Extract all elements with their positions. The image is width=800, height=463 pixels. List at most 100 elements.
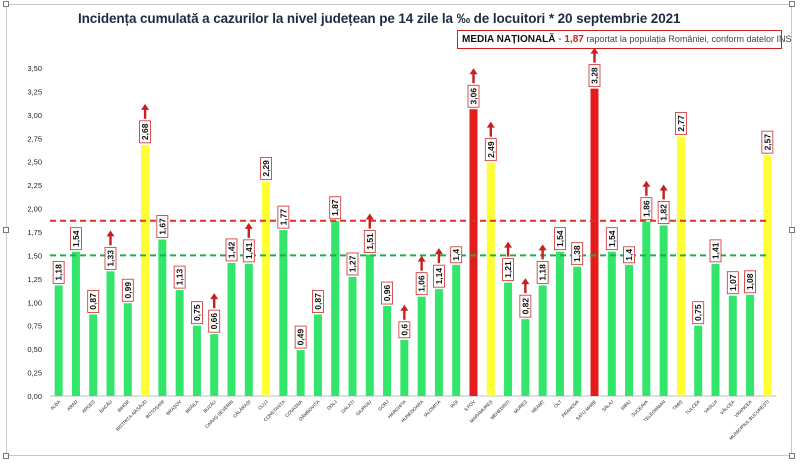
bar-mure- <box>521 319 530 396</box>
increase-arrow-icon <box>417 255 426 271</box>
increase-arrow-icon <box>400 304 409 320</box>
y-tick-label: 2,25 <box>27 181 42 190</box>
data-label: 1,4 <box>451 249 461 261</box>
resize-handle-top-right[interactable] <box>789 1 795 7</box>
data-label-box <box>312 290 324 313</box>
data-label: 1,18 <box>54 264 64 281</box>
data-label: 0,99 <box>123 282 133 299</box>
data-label-box <box>104 246 117 270</box>
category-label: MUREȘ <box>513 399 528 414</box>
data-label: 0,82 <box>520 298 530 315</box>
data-label-group: 0,75 <box>692 301 705 325</box>
data-label-group: 0,66 <box>208 309 221 333</box>
category-label: VASLUI <box>703 399 718 414</box>
data-label: 2,49 <box>486 141 496 158</box>
data-label: 2,29 <box>261 160 271 177</box>
bar-olt <box>555 251 564 396</box>
data-label-box <box>208 309 221 333</box>
arrow-head <box>434 248 443 255</box>
data-label: 1,87 <box>330 199 340 216</box>
resize-handle-bottom-left[interactable] <box>3 453 9 459</box>
data-label-box <box>173 265 186 289</box>
bar-gala-i <box>348 276 357 396</box>
data-label: 1,86 <box>641 200 651 217</box>
arrow-head <box>590 47 599 54</box>
bar-bihor <box>123 303 132 396</box>
bar-c-l-ra-i <box>244 263 253 396</box>
data-label-box <box>121 278 134 302</box>
data-label-group: 1,54 <box>554 227 566 251</box>
data-label-group: 0,96 <box>381 281 393 305</box>
y-tick-label: 0,75 <box>27 322 42 331</box>
data-label-group: 2,77 <box>675 112 687 135</box>
data-label: 3,28 <box>590 67 600 84</box>
arrow-head <box>244 222 253 229</box>
data-label-box <box>398 321 411 339</box>
data-label-group: 1,21 <box>502 258 514 282</box>
bar-maramure- <box>486 162 495 396</box>
resize-handle-left[interactable] <box>3 227 9 233</box>
data-label: 1,14 <box>434 268 444 285</box>
arrow-head <box>417 255 426 262</box>
category-label: DOLJ <box>326 399 338 411</box>
resize-handle-bottom-right[interactable] <box>789 453 795 459</box>
data-label-group: 2,29 <box>260 156 272 180</box>
category-label: SĂLAJ <box>600 398 614 412</box>
data-label-group: 1,41 <box>709 239 722 263</box>
arrow-shaft <box>524 283 527 294</box>
data-label-group: 1,86 <box>640 197 653 221</box>
data-label: 2,68 <box>140 123 150 140</box>
data-label: 1,82 <box>659 204 669 221</box>
arrow-head <box>642 180 651 187</box>
data-label-group: 2,68 <box>139 120 151 144</box>
data-label: 1,67 <box>157 218 167 235</box>
y-tick-label: 1,25 <box>27 275 42 284</box>
y-tick-label: 0,50 <box>27 345 42 354</box>
data-label-box <box>726 271 739 295</box>
data-label-box <box>450 246 463 264</box>
increase-arrow-icon <box>642 180 651 196</box>
bar-suceava <box>642 221 651 396</box>
category-label: CĂLĂRAȘI <box>231 398 251 418</box>
arrow-head <box>538 244 547 251</box>
data-label: 2,57 <box>762 134 772 151</box>
data-label: 1,21 <box>503 261 513 278</box>
national-average-separator: - <box>555 34 565 45</box>
data-label: 0,87 <box>88 293 98 310</box>
arrow-head <box>400 304 409 311</box>
bar-bra-ov <box>175 290 184 396</box>
bar-arge- <box>89 314 98 396</box>
increase-arrow-icon <box>521 278 530 294</box>
arrow-shaft <box>403 309 406 320</box>
data-label-group: 1,51 <box>363 230 376 253</box>
increase-arrow-icon <box>365 213 374 229</box>
data-label-box <box>242 239 255 263</box>
bar-ia-i <box>452 264 461 396</box>
bar-vaslui <box>711 263 720 396</box>
data-label-group: 3,06 <box>467 84 480 108</box>
bar-teleorman <box>659 225 668 396</box>
resize-handle-right[interactable] <box>789 227 795 233</box>
data-label-group: 1,41 <box>242 239 255 263</box>
arrow-head <box>486 121 495 128</box>
data-label-group: 1,67 <box>156 215 169 238</box>
national-average-value: 1,87 <box>564 34 584 45</box>
resize-handle-top-left[interactable] <box>3 1 9 7</box>
data-label: 3,06 <box>469 88 479 105</box>
data-label-group: 1,07 <box>726 271 739 295</box>
increase-arrow-icon <box>141 103 150 119</box>
data-label: 1,13 <box>175 269 185 286</box>
data-label-box <box>381 281 393 305</box>
category-label: BACĂU <box>98 398 113 413</box>
bar-alba <box>54 285 63 396</box>
increase-arrow-icon <box>434 248 443 264</box>
data-label-group: 1,08 <box>744 270 756 294</box>
data-label: 0,96 <box>382 284 392 301</box>
data-label-group: 1,18 <box>52 261 65 284</box>
data-label: 2,77 <box>676 115 686 132</box>
bar-prahova <box>573 266 582 396</box>
arrow-shaft <box>645 185 648 196</box>
data-label-box <box>156 215 169 238</box>
chart-title: Incidența cumulată a cazurilor la nivel … <box>78 11 681 26</box>
